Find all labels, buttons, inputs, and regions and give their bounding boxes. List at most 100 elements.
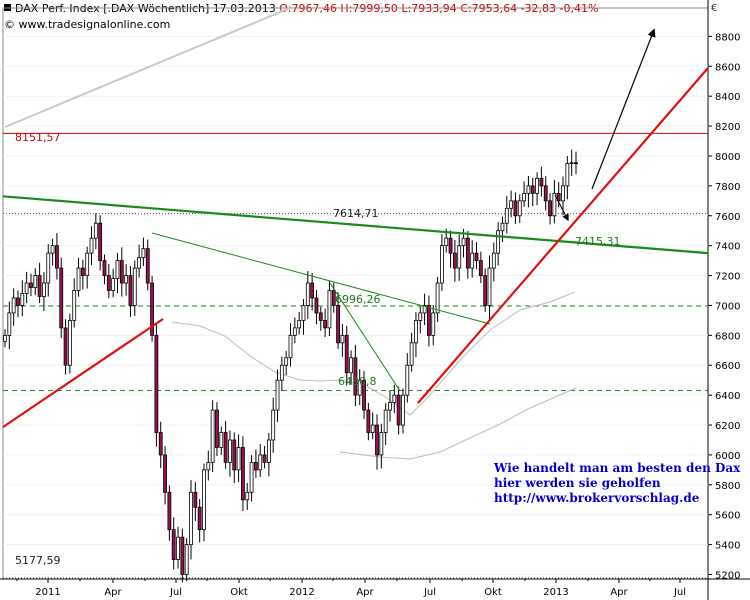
candle-body [176,536,180,560]
y-tick-label: 8000 [715,152,740,163]
candle [132,260,137,316]
candle-body [29,282,33,288]
candle [344,325,349,386]
candle [357,369,362,406]
candle-body [171,529,176,560]
candle-body [561,185,565,202]
candle-body [85,252,90,276]
candle [327,280,332,337]
candle [340,323,345,357]
candle-body [414,320,418,344]
candle-body [50,245,55,254]
candle [275,369,280,422]
candle [336,292,340,349]
x-tick-label: 2011 [35,587,60,598]
candle [530,177,535,207]
candle [7,301,12,350]
candle-body [517,200,522,217]
candle [210,400,215,472]
candle-body [37,275,42,297]
candle-body [3,334,7,342]
candle-body [24,282,29,294]
candle [362,371,366,419]
candle [241,436,245,511]
candle [440,234,444,291]
candle [93,213,98,250]
candle-body [271,409,276,441]
x-tick-label: 2013 [543,587,568,598]
candle [314,289,319,325]
candle-body [478,260,483,276]
uptrend-2011-line [2,318,164,428]
candle-body [370,424,375,433]
candle-body [145,248,150,284]
candle-body [288,334,293,359]
candle-body [474,252,479,262]
candle [232,432,237,484]
candle-body [46,252,51,284]
candle [145,239,150,291]
candle [457,234,462,281]
candle-body [336,305,340,344]
promo-annotation[interactable]: Wie handelt man am besten den Dax hier w… [494,461,740,506]
decline-2012-line [329,282,401,392]
y-axis-ticks: 5200 5400 5600 5800 6000 6200 6400 6600 6800 7000… [3,32,740,582]
candle [115,252,120,294]
candle [318,306,323,331]
candle-body [444,237,449,247]
candle-body [141,248,146,259]
candle-body [150,282,154,336]
candle-body [522,192,526,202]
candle [16,290,20,318]
candle-body [241,447,245,501]
candle [448,230,453,268]
y-tick-label: 8600 [715,62,740,73]
promo-link[interactable]: http://www.brokervorschlag.de [494,491,700,505]
candle [102,254,107,285]
candle [245,483,250,510]
candle [206,450,211,481]
level-label-8151-57: 8151,57 [15,131,61,144]
candle [569,149,574,176]
target-arrow [591,28,656,190]
candle-body [258,454,263,471]
candle-body [513,200,518,217]
candle [288,323,293,367]
candle [465,230,470,279]
candle-body [223,432,228,463]
candle [85,246,90,289]
y-tick-label: 6800 [715,331,740,342]
candle [349,350,353,385]
candle-body [89,237,94,254]
candle-body [362,379,366,411]
candle [388,390,392,422]
candle [215,402,219,456]
promo-line-2: hier werden sie geholfen [494,476,661,490]
candle [176,526,180,569]
candle-body [504,207,509,224]
candle [266,432,271,477]
x-axis-ticks: 2011 Apr Jul Okt 2012 Apr Jul Okt 2013 Apr Jul [16,579,686,598]
y-tick-label: 6000 [715,451,740,462]
candle [513,192,518,224]
candle [3,329,7,348]
candle [193,482,198,522]
candle [11,288,16,326]
candle-body [526,185,531,194]
candle [76,257,81,297]
candle-body [383,409,388,433]
grey-channel-line [4,7,291,128]
candle [111,268,116,298]
candle-body [154,334,159,433]
candle-body [63,327,68,366]
candle [500,216,505,242]
candle-body [42,282,46,297]
candle-body [366,409,371,433]
candle-body [392,394,397,404]
candle [223,421,228,469]
candle-body [236,447,241,471]
moving-average-slow [339,387,577,460]
candle [141,237,146,266]
candle [20,280,25,317]
